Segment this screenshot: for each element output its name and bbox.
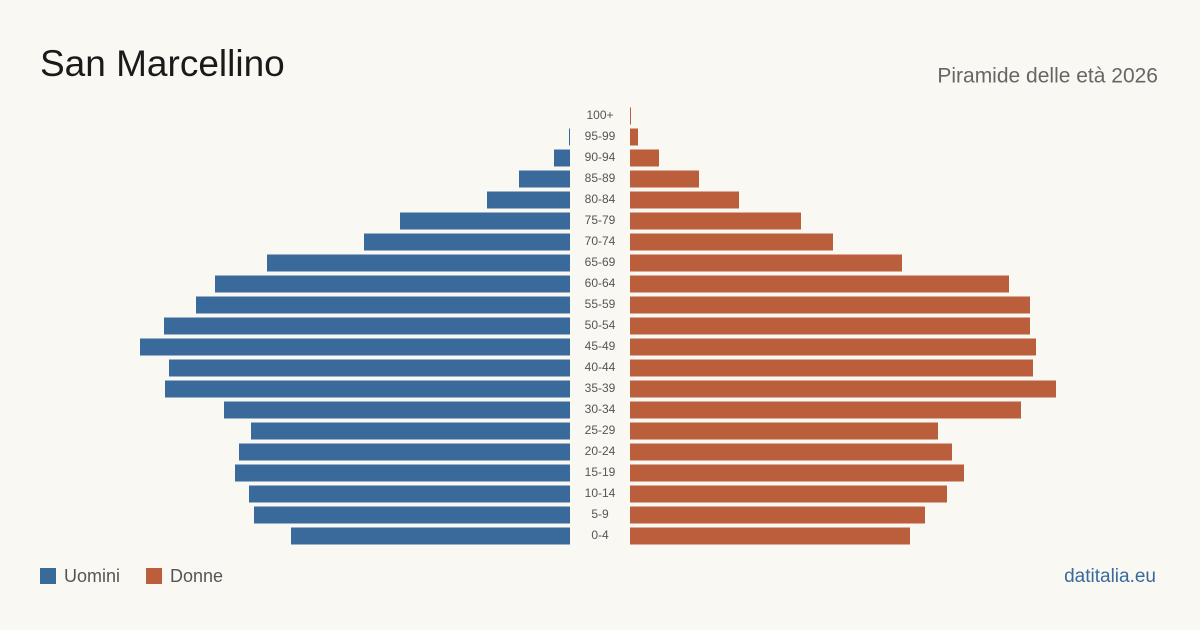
age-label: 45-49 <box>585 339 616 353</box>
age-label: 90-94 <box>585 150 616 164</box>
bar <box>630 254 902 272</box>
bar <box>630 443 952 461</box>
bar <box>140 338 570 356</box>
bar <box>165 380 570 398</box>
bar <box>630 317 1030 335</box>
bar <box>630 191 739 209</box>
bar <box>630 107 631 125</box>
bar <box>630 275 1009 293</box>
age-label: 10-14 <box>585 486 616 500</box>
bar <box>254 506 570 524</box>
age-label: 15-19 <box>585 465 616 479</box>
bar <box>630 170 699 188</box>
bar <box>630 506 925 524</box>
age-label: 0-4 <box>591 528 609 542</box>
legend-label: Uomini <box>64 566 120 586</box>
age-label: 50-54 <box>585 318 616 332</box>
bar <box>215 275 570 293</box>
bar <box>630 527 910 545</box>
age-label: 35-39 <box>585 381 616 395</box>
age-label: 60-64 <box>585 276 616 290</box>
age-label: 100+ <box>586 108 613 122</box>
chart-title: San Marcellino <box>40 43 285 84</box>
age-label: 40-44 <box>585 360 616 374</box>
bar <box>487 191 570 209</box>
bar <box>249 485 570 503</box>
bar <box>630 485 947 503</box>
legend-label: Donne <box>170 566 223 586</box>
age-label: 80-84 <box>585 192 616 206</box>
bar <box>239 443 570 461</box>
chart-subtitle: Piramide delle età 2026 <box>937 65 1158 88</box>
bar <box>164 317 570 335</box>
bar <box>267 254 570 272</box>
bar <box>224 401 570 419</box>
age-label: 85-89 <box>585 171 616 185</box>
bar <box>630 401 1021 419</box>
bar <box>630 149 659 167</box>
age-label: 25-29 <box>585 423 616 437</box>
legend-swatch <box>40 568 56 584</box>
bar <box>519 170 570 188</box>
bar <box>169 359 570 377</box>
bar <box>630 128 638 146</box>
age-label: 20-24 <box>585 444 616 458</box>
bar <box>554 149 570 167</box>
age-label: 5-9 <box>591 507 609 521</box>
age-label: 30-34 <box>585 402 616 416</box>
age-label: 55-59 <box>585 297 616 311</box>
bar <box>235 464 570 482</box>
bar <box>400 212 570 230</box>
bar <box>291 527 570 545</box>
bar <box>630 233 833 251</box>
bar <box>630 338 1036 356</box>
bar <box>251 422 570 440</box>
bar <box>630 212 801 230</box>
age-label: 65-69 <box>585 255 616 269</box>
bar <box>630 296 1030 314</box>
bar <box>196 296 570 314</box>
bar <box>630 464 964 482</box>
legend-swatch <box>146 568 163 584</box>
source: datitalia.eu <box>1064 566 1156 587</box>
bar <box>569 128 570 146</box>
bar <box>630 359 1033 377</box>
age-label: 75-79 <box>585 213 616 227</box>
age-label: 95-99 <box>585 129 616 143</box>
bar <box>630 380 1056 398</box>
age-label: 70-74 <box>585 234 616 248</box>
bar <box>630 422 938 440</box>
bar <box>364 233 570 251</box>
